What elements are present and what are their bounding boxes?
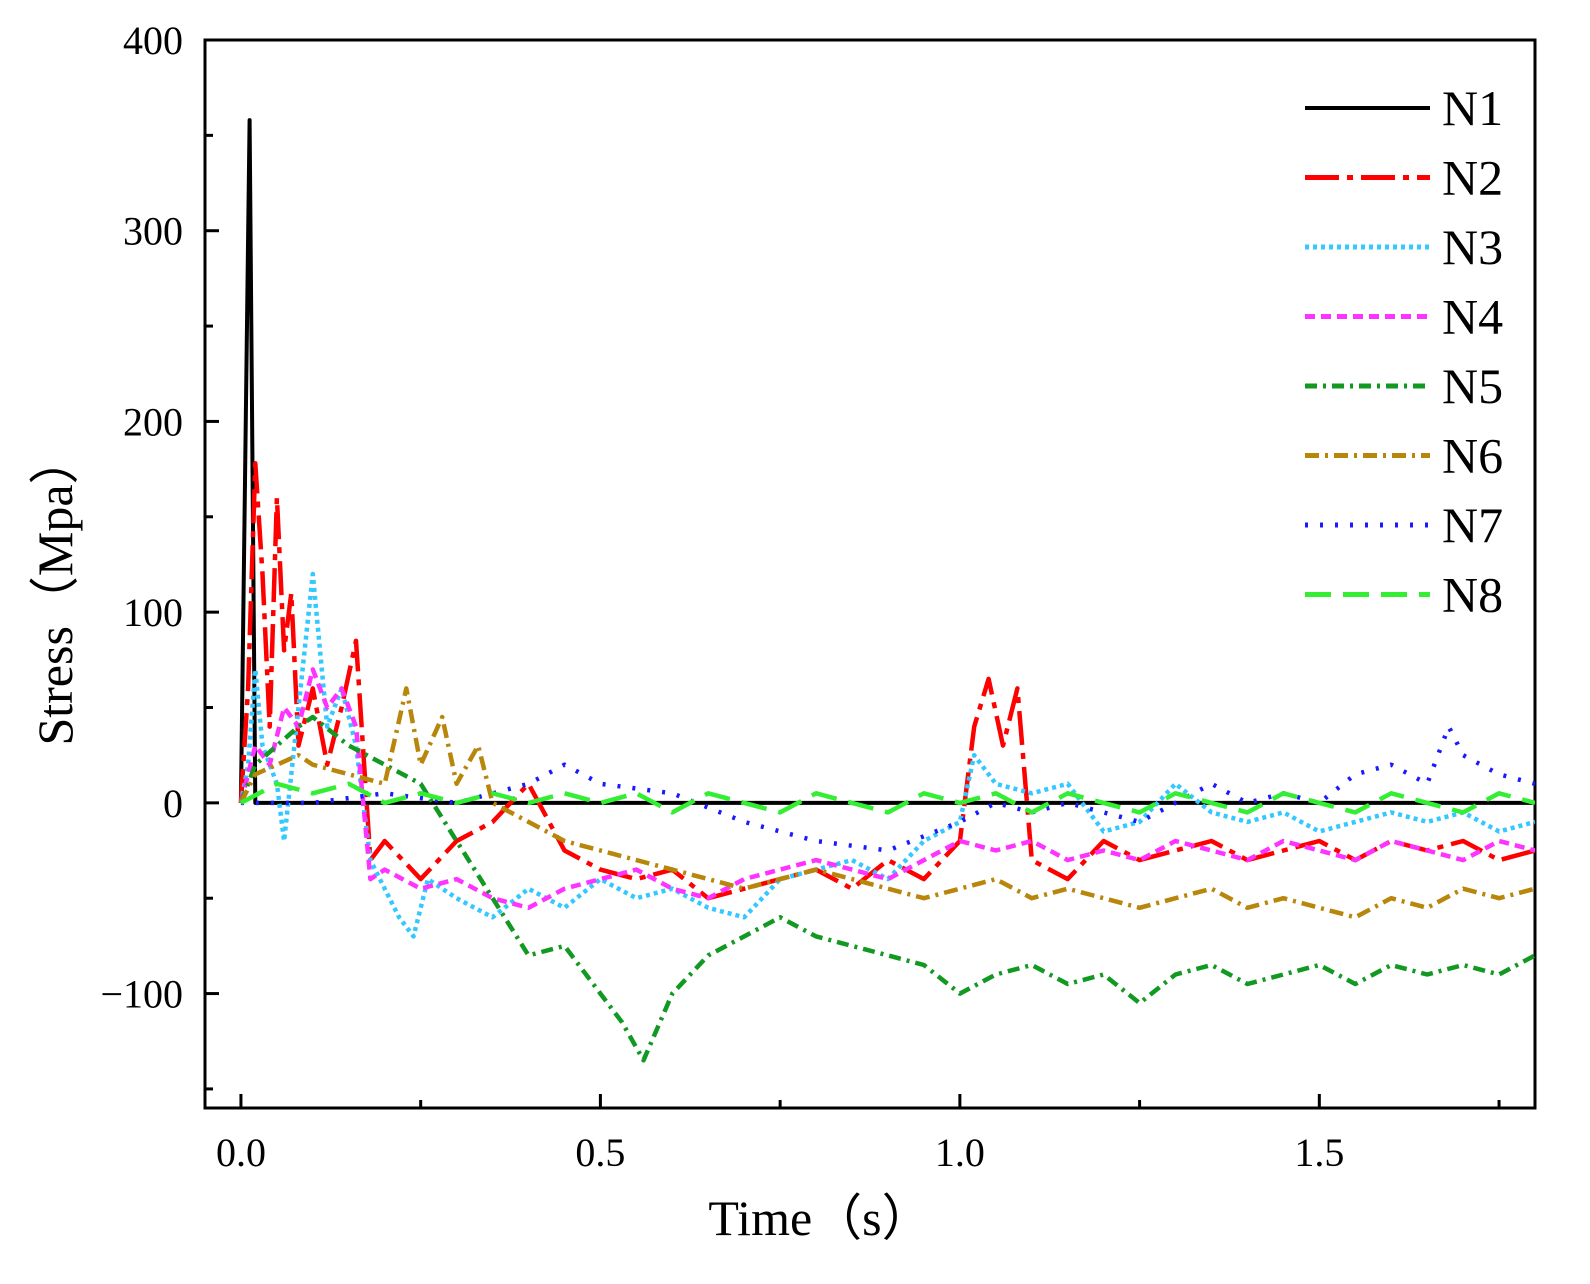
legend-label-n1: N1 <box>1442 80 1503 136</box>
series-layer <box>238 118 1535 1063</box>
ticks-layer: 0.0 0.5 1.0 1.5 −100 0 100 200 300 400 <box>100 18 1501 1175</box>
legend-label-n6: N6 <box>1442 428 1503 484</box>
y-tick-label: 400 <box>123 18 183 63</box>
legend: N1 N2 N3 N4 N5 N6 N7 N8 <box>1305 80 1503 623</box>
x-tick-label: 1.0 <box>935 1130 985 1175</box>
series-line-n8 <box>239 781 1535 815</box>
series-line-n1 <box>238 118 1535 805</box>
legend-label-n7: N7 <box>1442 497 1503 553</box>
legend-label-n2: N2 <box>1442 150 1503 206</box>
y-tick-label: 200 <box>123 399 183 444</box>
series-line-n5 <box>238 714 1535 1063</box>
series-line-n4 <box>238 667 1535 911</box>
legend-label-n8: N8 <box>1442 567 1503 623</box>
series-line-n6 <box>238 686 1535 920</box>
x-tick-label: 1.5 <box>1294 1130 1344 1175</box>
y-axis-title: Stress（Mpa） <box>27 434 83 745</box>
y-tick-label: 0 <box>163 781 183 826</box>
y-tick-label: 300 <box>123 209 183 254</box>
legend-label-n5: N5 <box>1442 358 1503 414</box>
series-line-n7 <box>240 724 1535 853</box>
legend-label-n4: N4 <box>1442 289 1503 345</box>
x-axis-title: Time（s） <box>708 1190 931 1246</box>
y-tick-label: 100 <box>123 590 183 635</box>
x-tick-label: 0.0 <box>216 1130 266 1175</box>
series-line-n3 <box>238 571 1535 939</box>
series-line-n2 <box>238 461 1535 901</box>
plot-frame <box>203 38 1537 1110</box>
x-tick-label: 0.5 <box>575 1130 625 1175</box>
legend-label-n3: N3 <box>1442 219 1503 275</box>
y-tick-label: −100 <box>100 972 183 1017</box>
